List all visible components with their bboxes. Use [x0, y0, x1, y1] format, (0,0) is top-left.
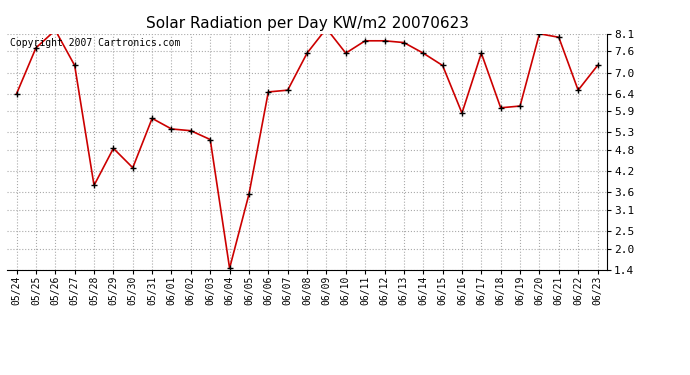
Text: Copyright 2007 Cartronics.com: Copyright 2007 Cartronics.com: [10, 39, 180, 48]
Title: Solar Radiation per Day KW/m2 20070623: Solar Radiation per Day KW/m2 20070623: [146, 16, 469, 31]
